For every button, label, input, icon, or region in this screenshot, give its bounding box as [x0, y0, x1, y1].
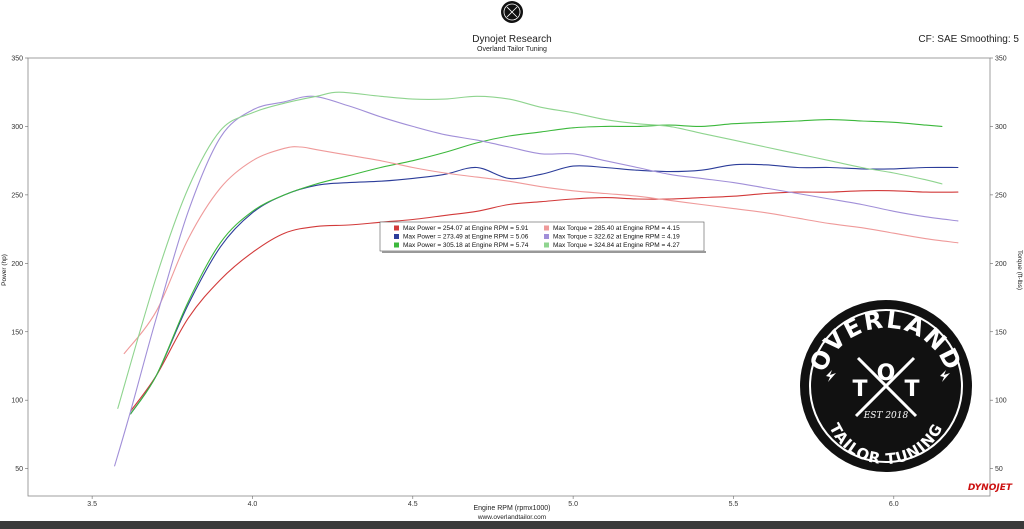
y2-tick-label: 150 — [995, 329, 1007, 336]
legend-swatch — [544, 242, 549, 248]
series-line-torque-5 — [114, 95, 959, 467]
legend-swatch — [544, 234, 549, 239]
overland-badge: OVERLAND TAILOR TUNING T O T EST 2018 — [796, 296, 976, 476]
y-tick-label: 300 — [11, 124, 23, 131]
x-tick-label: 4.0 — [248, 501, 258, 508]
y-tick-label: 350 — [11, 56, 23, 63]
legend-entry: Max Torque = 285.40 at Engine RPM = 4.15 — [553, 225, 680, 232]
y-axis-label: Power (hp) — [1, 254, 8, 286]
x-tick-label: 5.0 — [568, 501, 578, 508]
legend-entry: Max Power = 305.18 at Engine RPM = 5.74 — [403, 242, 529, 249]
series-line-power-1 — [130, 190, 959, 412]
footer-website: www.overlandtailor.com — [477, 514, 546, 521]
legend-swatch — [394, 225, 399, 231]
badge-bolt-right-icon — [940, 370, 950, 382]
chart-title: Dynojet Research — [472, 34, 551, 45]
legend-swatch — [394, 242, 399, 248]
series-line-torque-6 — [117, 91, 943, 409]
footer-brand-logo: DYNOJET — [968, 483, 1013, 493]
y-tick-label: 100 — [11, 398, 23, 405]
series-layer — [114, 91, 959, 467]
x-tick-label: 4.5 — [408, 501, 418, 508]
series-line-torque-4 — [123, 146, 959, 355]
series-line-power-3 — [130, 119, 943, 415]
chart-subtitle: Overland Tailor Tuning — [477, 46, 547, 53]
plot-frame — [27, 57, 991, 497]
legend-swatch — [394, 234, 399, 239]
y2-tick-label: 350 — [995, 56, 1007, 63]
y-tick-label: 200 — [11, 261, 23, 268]
legend: Max Power = 254.07 at Engine RPM = 5.91 M… — [379, 221, 706, 253]
series-line-power-2 — [130, 163, 959, 415]
y2-tick-label: 200 — [995, 261, 1007, 268]
y2-tick-label: 100 — [995, 398, 1007, 405]
x-tick-label: 6.0 — [889, 501, 899, 508]
screen-bottom-bar — [0, 521, 1024, 529]
header-logo — [501, 1, 523, 23]
legend-swatch — [544, 225, 549, 231]
badge-axe-right — [854, 356, 916, 418]
cf-smoothing-label: CF: SAE Smoothing: 5 — [918, 34, 1019, 45]
y-tick-label: 250 — [11, 192, 23, 199]
x-axis-label: Engine RPM (rpmx1000) — [473, 505, 550, 512]
legend-box — [379, 221, 705, 252]
legend-shadow — [382, 251, 706, 253]
legend-entry: Max Torque = 324.84 at Engine RPM = 4.27 — [553, 242, 680, 249]
badge-est: EST 2018 — [863, 411, 909, 421]
y-tick-label: 150 — [11, 329, 23, 336]
badge-letter-left: T — [852, 377, 867, 402]
y2-tick-label: 50 — [995, 466, 1003, 473]
y-tick-label: 50 — [15, 466, 23, 473]
axis-ticks: 3.5 4.0 4.5 5.0 5.5 6.0 50 50 100 100 150 150 200 200… — [11, 56, 1006, 509]
y2-tick-label: 250 — [995, 192, 1007, 199]
x-tick-label: 3.5 — [87, 501, 97, 508]
badge-bolt-left-icon — [826, 370, 836, 382]
y2-tick-label: 300 — [995, 124, 1007, 131]
badge-letter-center: O — [877, 361, 896, 386]
plot-axes — [27, 57, 991, 497]
badge-letter-right: T — [904, 377, 919, 402]
legend-entry: Max Power = 254.07 at Engine RPM = 5.91 — [403, 225, 529, 232]
legend-entry: Max Torque = 322.62 at Engine RPM = 4.19 — [553, 234, 680, 241]
y2-axis-label: Torque (ft-lbs) — [1016, 250, 1023, 290]
legend-entry: Max Power = 273.49 at Engine RPM = 5.06 — [403, 234, 529, 241]
x-tick-label: 5.5 — [729, 501, 739, 508]
